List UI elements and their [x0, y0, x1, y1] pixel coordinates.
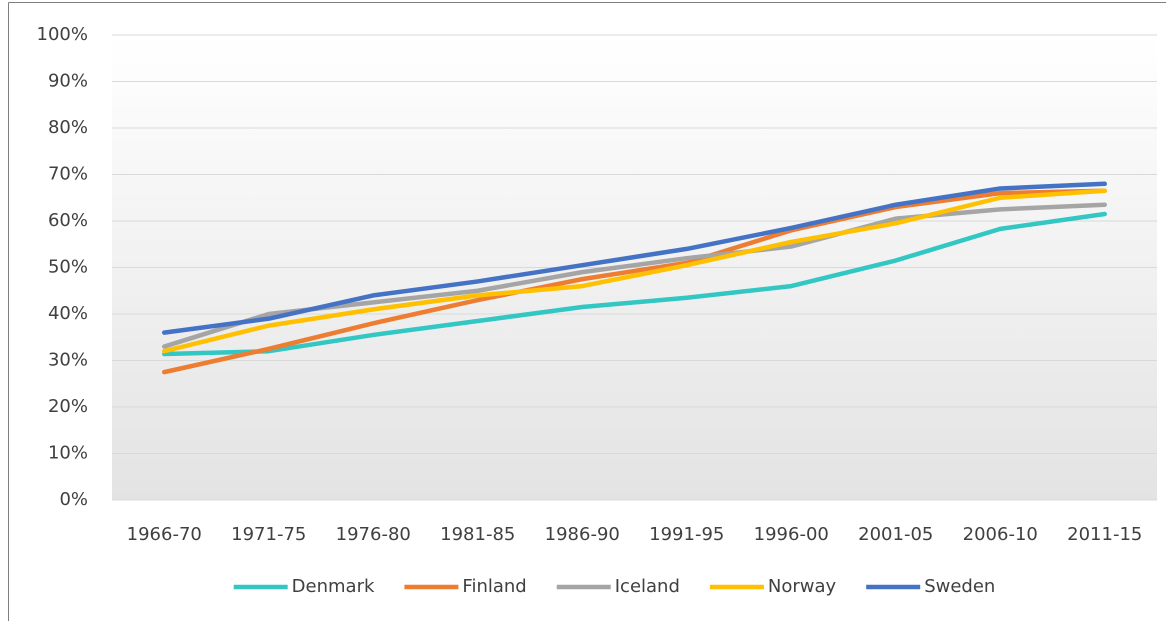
- legend-label: Finland: [462, 576, 526, 597]
- series-line: [162, 188, 1107, 354]
- x-tick-label: 1971-75: [231, 524, 306, 545]
- x-tick-label: 1966-70: [127, 524, 202, 545]
- x-tick-label: 2001-05: [858, 524, 933, 545]
- legend-item: Iceland: [556, 576, 680, 597]
- y-tick-label: 50%: [48, 257, 88, 278]
- x-tick-label: 2011-15: [1067, 524, 1142, 545]
- legend-item: Finland: [404, 576, 527, 597]
- y-tick-label: 40%: [48, 303, 88, 324]
- x-tick-label: 1991-95: [649, 524, 724, 545]
- series-line: [162, 181, 1107, 335]
- y-tick-label: 80%: [48, 117, 88, 138]
- legend-item: Denmark: [233, 576, 375, 597]
- y-tick-label: 30%: [48, 350, 88, 371]
- legend: Denmark Finland Iceland Norway Sweden: [233, 576, 995, 597]
- y-tick-label: 90%: [48, 71, 88, 92]
- y-tick-label: 100%: [37, 24, 88, 45]
- legend-label: Denmark: [292, 576, 375, 597]
- y-tick-label: 70%: [48, 164, 88, 185]
- legend-label: Iceland: [615, 576, 680, 597]
- x-tick-label: 1981-85: [440, 524, 515, 545]
- x-tick-label: 1976-80: [336, 524, 411, 545]
- y-tick-label: 0%: [59, 489, 88, 510]
- series-line: [162, 211, 1107, 357]
- legend-item: Norway: [709, 576, 837, 597]
- y-tick-label: 20%: [48, 396, 88, 417]
- legend-label: Sweden: [924, 576, 995, 597]
- x-tick-label: 1986-90: [545, 524, 620, 545]
- legend-item: Sweden: [866, 576, 995, 597]
- y-tick-label: 10%: [48, 443, 88, 464]
- x-tick-label: 1996-00: [754, 524, 829, 545]
- legend-label: Norway: [768, 576, 837, 597]
- series-line: [162, 188, 1107, 375]
- x-tick-label: 2006-10: [963, 524, 1038, 545]
- y-tick-label: 60%: [48, 210, 88, 231]
